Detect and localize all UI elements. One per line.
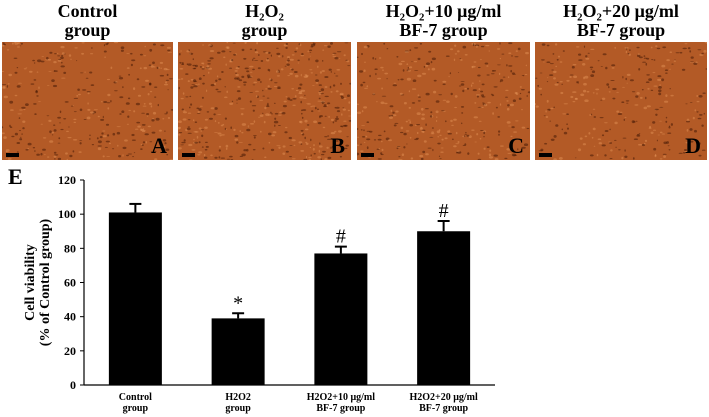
micrograph-b: B (178, 42, 351, 160)
panel-title-c: H₂O₂+10 μg/ml BF-7 group (357, 2, 530, 40)
y-tick-label: 20 (64, 344, 76, 358)
significance-mark: * (233, 292, 243, 314)
y-tick-label: 60 (64, 276, 76, 290)
micrograph-b-texture (178, 42, 351, 160)
panel-title-b-line2: group (241, 20, 288, 40)
micrograph-a-texture (2, 42, 173, 160)
y-tick-label: 100 (58, 207, 76, 221)
y-tick-label: 80 (64, 241, 76, 255)
cell-texture (2, 42, 173, 160)
panel-title-b: H₂O₂ group (178, 2, 351, 40)
panel-title-c-line2: BF-7 group (399, 20, 488, 40)
y-tick-label: 0 (70, 378, 76, 392)
panel-letter-b: B (330, 133, 345, 158)
micrograph-d-texture (535, 42, 707, 160)
x-tick-label-line2: BF-7 group (419, 403, 468, 414)
micrograph-d: D (535, 42, 707, 160)
bar (314, 253, 368, 385)
cell-texture (178, 42, 351, 160)
significance-mark: # (439, 200, 449, 222)
x-tick-label-line1: Control (119, 392, 152, 403)
y-tick-label: 120 (58, 173, 76, 187)
panel-title-a-line1: Control (57, 1, 118, 21)
x-tick-label-line1: H2O2+10 μg/ml (307, 392, 376, 403)
bar (417, 231, 471, 385)
x-tick-label-line1: H2O2+20 μg/ml (409, 392, 478, 403)
panel-title-d-line1: H₂O₂+20 μg/ml (563, 1, 679, 21)
scale-bar-c (361, 153, 374, 157)
scale-bar-d (539, 153, 552, 157)
scale-bar-a (6, 153, 19, 157)
chart-panel-letter: E (8, 164, 23, 189)
micrograph-a: A (2, 42, 173, 160)
x-tick-label-line2: BF-7 group (316, 403, 365, 414)
micrograph-c: C (357, 42, 530, 160)
y-tick-label: 40 (64, 310, 76, 324)
cell-texture (535, 42, 707, 160)
y-axis-label-line2: (% of Control group) (38, 218, 53, 346)
panel-title-d: H₂O₂+20 μg/ml BF-7 group (535, 2, 707, 40)
cell-texture (357, 42, 530, 160)
scale-bar-b (182, 153, 195, 157)
x-tick-label-line1: H2O2 (225, 392, 251, 403)
panel-title-b-line1: H₂O₂ (245, 1, 284, 21)
y-axis-label-line1: Cell viability (23, 244, 38, 321)
x-tick-label-line2: group (123, 403, 149, 414)
bar-chart: 0 20 40 60 80 100 120 Cell viability (% of Contr… (23, 173, 495, 414)
micrograph-c-texture (357, 42, 530, 160)
panel-title-a-line2: group (64, 20, 111, 40)
bar (108, 212, 162, 385)
significance-mark: # (336, 226, 346, 248)
panel-title-c-line1: H₂O₂+10 μg/ml (385, 1, 502, 21)
x-tick-label-line2: group (225, 403, 251, 414)
panel-letter-d: D (685, 133, 701, 158)
bar (211, 318, 265, 385)
panel-title-d-line2: BF-7 group (576, 20, 666, 40)
panel-letter-a: A (151, 133, 167, 158)
panel-title-a: Control group (2, 2, 173, 40)
panel-letter-c: C (508, 133, 524, 158)
